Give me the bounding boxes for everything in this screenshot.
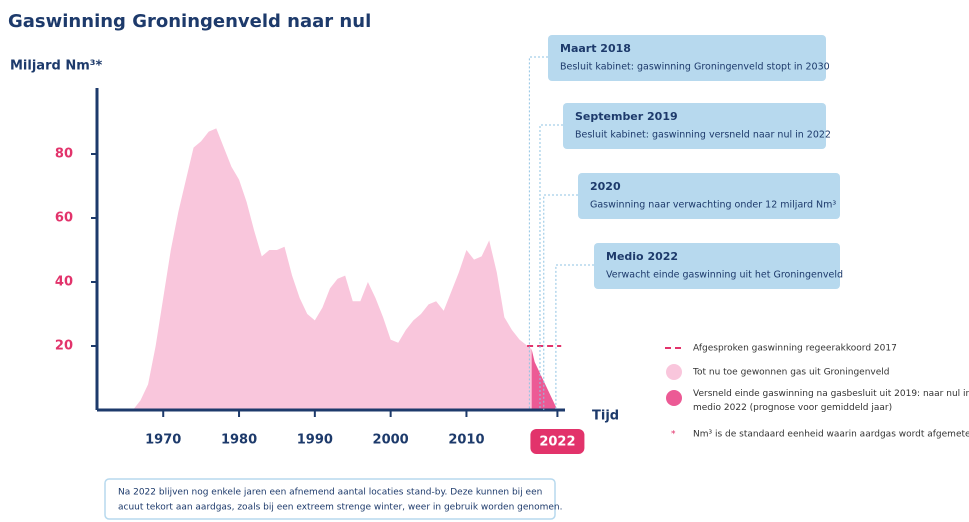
legend-label: Tot nu toe gewonnen gas uit Groningenvel… (692, 368, 890, 378)
area (125, 128, 532, 410)
y-tick-label: 80 (55, 147, 73, 162)
x-tick-label: 2010 (448, 433, 484, 448)
legend-label: Afgesproken gaswinning regeerakkoord 201… (693, 344, 897, 354)
connector (539, 124, 563, 410)
y-tick-label: 60 (55, 211, 73, 226)
annotation-text: Besluit kabinet: gaswinning versneld naa… (575, 130, 831, 141)
annotation-text: Gaswinning naar verwachting onder 12 mil… (590, 200, 836, 211)
highlight-badge (530, 429, 585, 454)
note-text: acuut tekort aan aardgas, zoals bij een … (118, 503, 562, 513)
legend-marker: * (671, 430, 676, 440)
annotation-title: September 2019 (575, 110, 678, 123)
x-tick-label: 2022 (539, 435, 575, 450)
note-box (104, 478, 556, 520)
x-tick-label: 2000 (373, 433, 409, 448)
y-tick-label: 20 (55, 339, 73, 354)
annotation-box (563, 103, 826, 149)
area (531, 349, 558, 410)
annotation-title: Medio 2022 (606, 250, 678, 263)
connector (528, 56, 548, 410)
annotation-box (594, 243, 840, 289)
y-tick-label: 40 (55, 275, 73, 290)
legend-swatch (666, 364, 682, 380)
y-axis-label: Miljard Nm³* (10, 59, 102, 74)
annotation-box (548, 35, 826, 81)
annotation-text: Besluit kabinet: gaswinning Groningenvel… (560, 62, 830, 73)
connector (555, 264, 594, 410)
x-tick-label: 1970 (145, 433, 181, 448)
x-tick-label: 1990 (297, 433, 333, 448)
legend-label: Nm³ is de standaard eenheid waarin aardg… (693, 430, 969, 440)
legend-label: Versneld einde gaswinning na gasbesluit … (693, 389, 969, 413)
legend-swatch (666, 390, 682, 406)
annotation-text: Verwacht einde gaswinning uit het Gronin… (606, 270, 843, 281)
note-text: Na 2022 blijven nog enkele jaren een afn… (118, 488, 542, 498)
x-axis-label: Tijd (592, 409, 619, 424)
annotation-title: 2020 (590, 180, 621, 193)
x-tick-label: 1980 (221, 433, 257, 448)
annotation-box (578, 173, 840, 219)
connector (543, 194, 578, 410)
annotation-title: Maart 2018 (560, 42, 631, 55)
chart-title: Gaswinning Groningenveld naar nul (8, 11, 371, 32)
